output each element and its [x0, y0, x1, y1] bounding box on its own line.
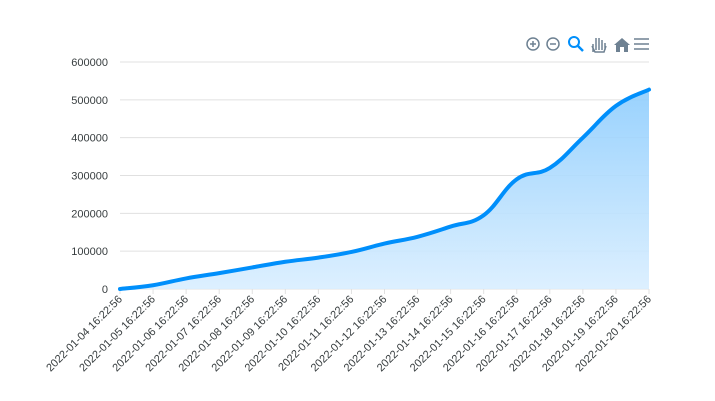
zoom-in-button[interactable]: [526, 37, 540, 51]
plot-area: 0100000200000300000400000500000600000202…: [44, 57, 654, 374]
y-tick-label: 0: [102, 284, 108, 296]
area: [120, 89, 649, 289]
reset-button[interactable]: [614, 38, 630, 52]
y-tick-label: 500000: [71, 95, 108, 107]
line: [118, 87, 651, 291]
selection-zoom-button[interactable]: [568, 36, 584, 52]
y-tick-label: 200000: [71, 208, 108, 220]
pan-button[interactable]: [591, 38, 607, 53]
y-tick-label: 300000: [71, 171, 108, 183]
y-tick-label: 100000: [71, 246, 108, 258]
y-tick-label: 600000: [71, 57, 108, 69]
menu-button[interactable]: [634, 38, 649, 50]
zoom-out-button[interactable]: [546, 37, 560, 51]
toolbar: [526, 36, 649, 53]
y-tick-label: 400000: [71, 133, 108, 145]
